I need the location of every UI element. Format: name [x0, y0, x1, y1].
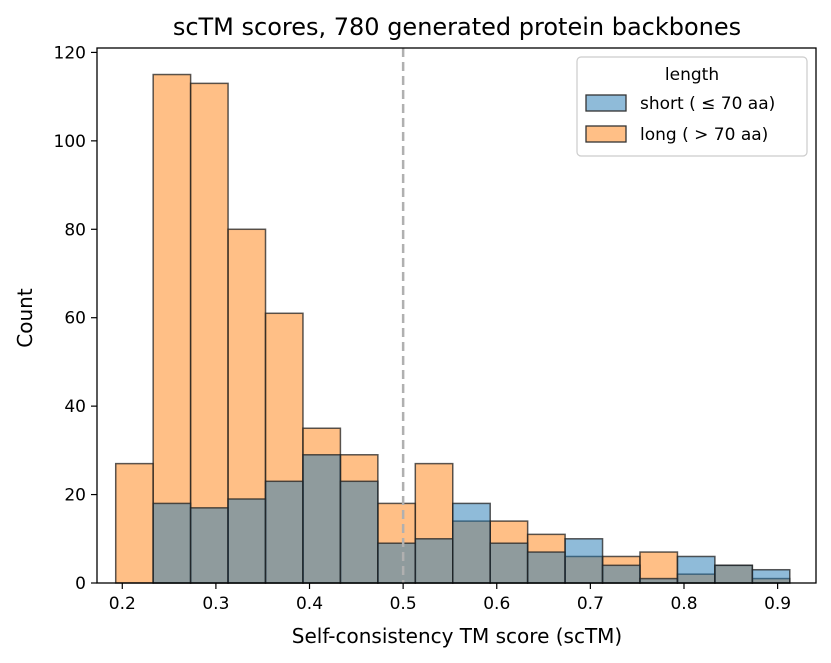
y-tick-label: 120 — [54, 43, 86, 63]
x-tick-label: 0.8 — [670, 594, 697, 614]
x-axis-label: Self-consistency TM score (scTM) — [292, 624, 622, 648]
short-bar — [751, 568, 791, 584]
short-bar — [264, 480, 304, 584]
short-bar — [676, 555, 716, 584]
short-bar — [564, 538, 604, 584]
short-bar — [601, 564, 641, 584]
legend-swatch-short — [585, 94, 627, 112]
legend: length short ( ≤ 70 aa) long ( > 70 aa) — [576, 56, 808, 157]
legend-box — [576, 56, 808, 157]
short-bar — [452, 502, 491, 584]
short-bar — [526, 551, 566, 584]
short-bar — [377, 542, 417, 584]
y-axis-label: Count — [13, 288, 37, 348]
x-tick-label: 0.5 — [390, 594, 417, 614]
x-tick-label: 0.9 — [764, 594, 791, 614]
y-tick-label: 80 — [64, 220, 86, 240]
x-tick-label: 0.3 — [202, 594, 229, 614]
y-tick-label: 20 — [64, 486, 86, 506]
x-axis: 0.2 0.3 0.4 0.5 0.6 0.7 0.8 0.9 — [109, 583, 791, 614]
y-tick-label: 60 — [64, 309, 86, 329]
short-bar — [227, 498, 267, 584]
short-bar — [714, 564, 754, 584]
chart-title: scTM scores, 780 generated protein backb… — [173, 13, 741, 41]
y-tick-label: 0 — [75, 574, 86, 594]
y-axis: 0 20 40 60 80 100 120 — [54, 43, 97, 594]
legend-label-long: long ( > 70 aa) — [640, 125, 768, 145]
plot-frame — [96, 47, 817, 584]
y-tick-label: 40 — [64, 397, 86, 417]
x-tick-label: 0.2 — [109, 594, 136, 614]
short-bar — [489, 542, 529, 584]
long-bar — [114, 462, 154, 584]
x-tick-label: 0.6 — [483, 594, 510, 614]
short-bar — [639, 577, 679, 584]
x-tick-label: 0.7 — [577, 594, 604, 614]
legend-title: length — [665, 65, 719, 85]
short-bar — [302, 454, 342, 584]
short-bar — [189, 507, 229, 584]
y-tick-label: 100 — [54, 132, 86, 152]
short-bar — [339, 480, 379, 584]
legend-swatch-long — [585, 125, 627, 143]
legend-label-short: short ( ≤ 70 aa) — [640, 94, 775, 114]
short-bar — [414, 538, 454, 584]
short-bar — [152, 502, 192, 584]
short-series-bars — [152, 454, 791, 584]
x-tick-label: 0.4 — [296, 594, 323, 614]
